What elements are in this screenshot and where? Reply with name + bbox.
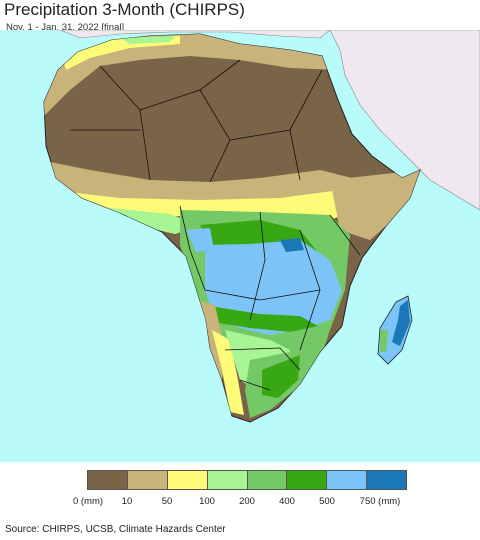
legend-label-6: 500 — [319, 496, 335, 507]
country-borders — [70, 59, 361, 391]
source-credit: Source: CHIRPS, UCSB, Climate Hazards Ce… — [5, 524, 226, 535]
legend-swatch-1 — [127, 471, 168, 489]
zone-west-coast — [110, 208, 200, 234]
zone-southern-darkgreen — [210, 306, 318, 332]
legend-swatch-0 — [88, 471, 128, 489]
zone-southeast-darkgreen — [262, 355, 300, 398]
zone-maghreb-green — [120, 36, 175, 44]
legend-colorbar — [87, 470, 407, 490]
zone-darkblue-lakes — [280, 238, 304, 252]
legend-label-5: 400 — [279, 496, 295, 507]
zone-north-coast — [44, 34, 340, 120]
legend-swatch-7 — [367, 471, 406, 489]
legend-swatch-5 — [287, 471, 328, 489]
legend-swatch-4 — [247, 471, 288, 489]
legend-label-2: 50 — [161, 496, 173, 507]
legend-label-0: 0 (mm) — [72, 496, 104, 507]
legend-label-3: 100 — [199, 496, 215, 507]
legend-labels: 0 (mm) 10 50 100 200 400 500 750 (mm) — [0, 496, 480, 510]
zone-southwest-yellow — [212, 330, 244, 415]
map-subtitle: Nov. 1 - Jan. 31, 2022 [final] — [6, 22, 125, 33]
precipitation-map — [0, 30, 480, 462]
legend-label-1: 10 — [121, 496, 133, 507]
outside-region-north — [59, 30, 331, 39]
legend-swatch-2 — [167, 471, 208, 489]
outside-region — [329, 30, 480, 211]
zone-horn — [330, 170, 420, 240]
legend-swatch-3 — [207, 471, 248, 489]
madagascar-west — [380, 330, 388, 352]
map-title: Precipitation 3-Month (CHIRPS) — [4, 0, 245, 19]
legend-swatch-6 — [327, 471, 368, 489]
legend-label-7: 750 (mm) — [359, 496, 401, 507]
legend-label-4: 200 — [239, 496, 255, 507]
madagascar-east-coast — [392, 300, 410, 346]
zone-gabon-blue — [186, 228, 214, 252]
africa-map-svg — [43, 30, 480, 423]
